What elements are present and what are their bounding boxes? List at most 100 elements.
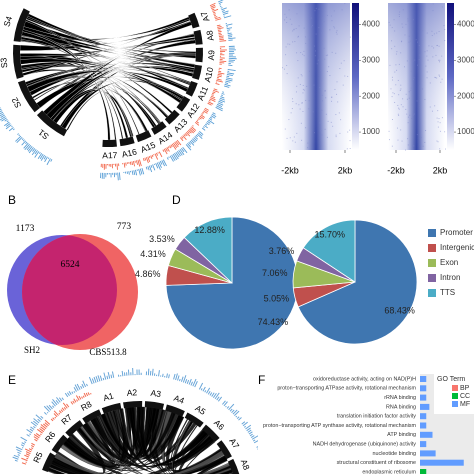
heatmap-noise (406, 113, 408, 115)
heatmap-noise (349, 129, 351, 131)
heatmap-noise (292, 41, 294, 43)
heatmap-noise (397, 139, 399, 141)
pie-slice (297, 219, 418, 345)
heatmap-noise (390, 88, 392, 90)
track-bar (33, 418, 40, 424)
heatmap-noise (346, 148, 348, 150)
heatmap-noise (397, 113, 399, 115)
heatmap-noise (440, 81, 442, 83)
track-bar (168, 156, 170, 159)
heatmap-noise (324, 90, 326, 92)
track-bar (195, 120, 199, 124)
track-bar (26, 144, 32, 151)
heatmap-noise (402, 9, 404, 11)
pie-label: 74.43% (258, 317, 289, 327)
heatmap-noise (291, 108, 293, 110)
heatmap-noise (395, 64, 397, 66)
ideogram (12, 44, 24, 79)
track-bar (206, 120, 211, 124)
ideogram (184, 412, 204, 428)
panel-labels: B D E F (8, 193, 265, 387)
heatmap-noise (333, 10, 335, 12)
track-bar (110, 374, 113, 379)
track-bar (158, 370, 160, 377)
track-bar (189, 140, 195, 146)
track-bar (214, 392, 220, 400)
colorbar-tick-label: 2000 (457, 91, 474, 100)
track-bar (217, 396, 223, 402)
heatmap-noise (441, 78, 443, 80)
track-bar (37, 428, 43, 434)
track-bar (251, 435, 258, 440)
track-bar (222, 10, 229, 14)
track-bar (11, 125, 13, 128)
heatmap-noise (394, 45, 396, 47)
track-bar (186, 130, 190, 134)
track-bar (37, 418, 41, 422)
heatmap-noise (443, 25, 445, 27)
heatmap-noise (438, 118, 440, 120)
track-bar (225, 80, 231, 83)
heatmap-noise (407, 138, 409, 140)
track-bar (250, 435, 255, 438)
track-bar (123, 162, 126, 168)
heatmap-noise (400, 41, 402, 43)
track-bar (166, 147, 170, 152)
heatmap-noise (432, 3, 434, 5)
track-bar (22, 139, 25, 142)
ideogram (144, 401, 165, 410)
track-bar (39, 153, 44, 160)
track-bar (215, 106, 223, 112)
heatmap-noise (308, 38, 310, 40)
heatmap-noise (344, 3, 346, 5)
heatmap-noise (435, 77, 437, 79)
category-label: nucleotide binding (373, 451, 416, 457)
track-bar (174, 152, 179, 160)
heatmaps: 1000 2000 3000 4000 -2kb 2kb 1000 2000 3000 4000 -… (281, 3, 474, 175)
heatmap-noise (436, 77, 438, 79)
track-bar (224, 82, 229, 84)
track-bar (166, 157, 169, 160)
track-bar (134, 169, 138, 176)
track-bar (193, 137, 198, 142)
heatmap-noise (349, 148, 351, 150)
track-bar (224, 85, 230, 88)
track-bar (55, 399, 60, 404)
heatmap-noise (437, 141, 439, 143)
heatmap-noise (328, 66, 330, 68)
heatmap-noise (407, 18, 409, 20)
heatmap-noise (410, 89, 412, 91)
track-bar (16, 136, 23, 143)
track-bar (8, 127, 14, 132)
ideogram (102, 139, 117, 147)
legend-label: CC (460, 393, 470, 400)
track-bar (208, 99, 211, 102)
track-bar (87, 392, 90, 396)
track-bar (156, 162, 161, 170)
legend-swatch (428, 274, 436, 282)
ideogram-label: R6 (43, 429, 58, 444)
track-bar (132, 160, 136, 167)
heatmap-noise (422, 30, 424, 32)
heatmap-noise (416, 100, 418, 102)
track-bar (152, 164, 156, 171)
heatmap-noise (401, 23, 403, 25)
track-bar (166, 373, 168, 378)
heatmap-noise (435, 54, 437, 56)
heatmap-noise (340, 119, 342, 121)
track-bar (24, 454, 30, 458)
heatmap-noise (418, 45, 420, 47)
track-bar (147, 156, 151, 163)
heatmap-noise (395, 84, 397, 86)
track-bar (163, 148, 168, 155)
track-bar (103, 372, 107, 380)
track-bar (46, 411, 49, 414)
track-bar (118, 172, 121, 181)
track-bar (25, 141, 28, 144)
track-bar (34, 151, 40, 158)
ideogram-label: R5 (31, 450, 45, 464)
heatmap-noise (439, 130, 441, 132)
track-bar (211, 94, 214, 96)
heatmap-noise (426, 77, 428, 79)
heatmap-noise (441, 6, 443, 8)
